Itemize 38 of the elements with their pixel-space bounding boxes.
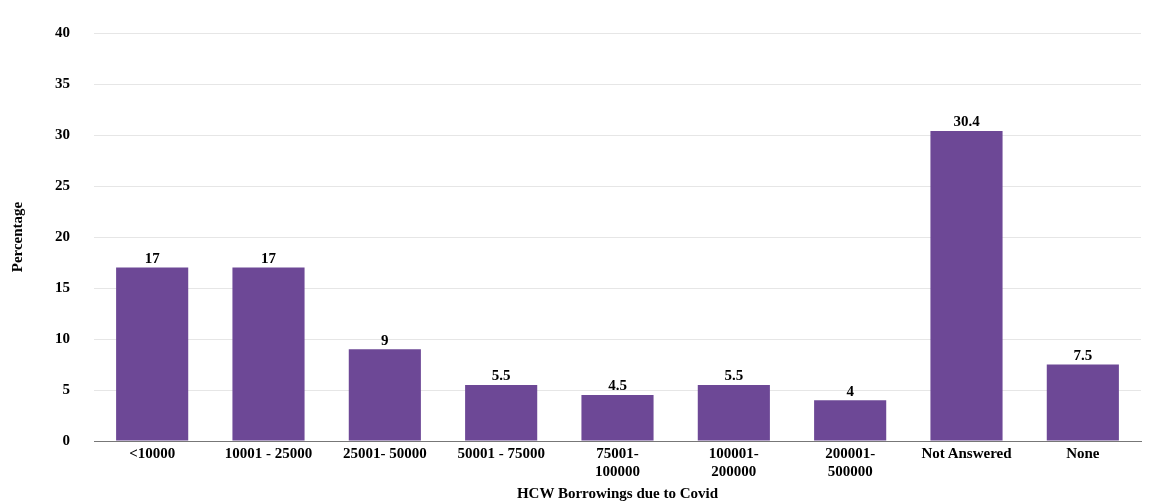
bar bbox=[581, 395, 654, 441]
x-tick-label: <10000 bbox=[129, 444, 176, 461]
bar bbox=[348, 349, 421, 441]
data-label: 4.5 bbox=[608, 377, 627, 394]
data-label: 17 bbox=[144, 249, 161, 266]
y-tick-label: 5 bbox=[62, 380, 70, 397]
bar bbox=[116, 267, 189, 441]
bar bbox=[232, 267, 305, 441]
data-label: 5.5 bbox=[724, 367, 744, 384]
bar bbox=[1046, 364, 1119, 441]
data-label: 9 bbox=[381, 331, 389, 348]
y-axis-title: Percentage bbox=[8, 201, 25, 273]
data-label: 17 bbox=[261, 249, 277, 266]
x-tick-label: 50001 - 75000 bbox=[457, 444, 545, 461]
bar bbox=[697, 384, 770, 441]
bar bbox=[814, 400, 887, 441]
y-tick-label: 15 bbox=[55, 278, 70, 295]
y-tick-label: 20 bbox=[55, 227, 70, 244]
x-tick-label: None bbox=[1066, 444, 1100, 461]
data-label: 5.5 bbox=[491, 367, 511, 384]
data-label: 7.5 bbox=[1073, 346, 1093, 363]
y-tick-label: 30 bbox=[55, 125, 70, 142]
x-tick-label: 25001- 50000 bbox=[342, 444, 427, 461]
x-tick-label: 75001-100000 bbox=[595, 444, 640, 479]
x-tick-label: 100001-200000 bbox=[708, 444, 759, 479]
data-label: 30.4 bbox=[953, 113, 981, 130]
x-tick-label: Not Answered bbox=[921, 444, 1013, 461]
data-label: 4 bbox=[846, 382, 855, 399]
x-tick-label: 200001-500000 bbox=[825, 444, 876, 479]
y-tick-label: 0 bbox=[62, 431, 70, 448]
x-axis-title: HCW Borrowings due to Covid bbox=[516, 484, 719, 501]
x-tick-label: 10001 - 25000 bbox=[224, 444, 313, 461]
y-tick-label: 40 bbox=[55, 23, 70, 40]
bar bbox=[465, 384, 538, 441]
y-tick-label: 10 bbox=[55, 329, 70, 346]
y-tick-label: 25 bbox=[55, 176, 70, 193]
bar bbox=[930, 130, 1003, 441]
y-tick-label: 35 bbox=[55, 74, 70, 91]
